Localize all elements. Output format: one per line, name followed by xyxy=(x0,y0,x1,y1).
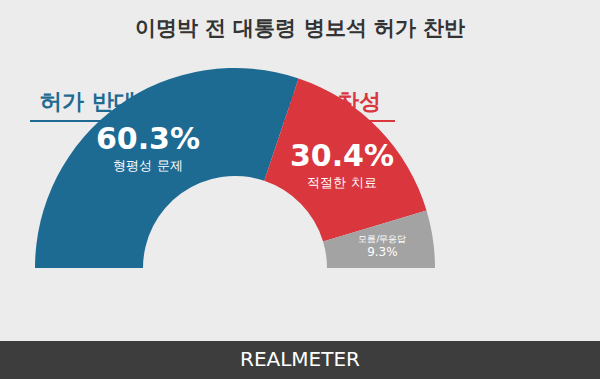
svg-text:적절한 치료: 적절한 치료 xyxy=(307,175,376,190)
svg-text:이명박 전 대통령 병보석 허가 찬반: 이명박 전 대통령 병보석 허가 찬반 xyxy=(135,16,466,40)
svg-text:형평성 문제: 형평성 문제 xyxy=(113,158,182,173)
svg-text:모름/무응답: 모름/무응답 xyxy=(358,234,406,244)
svg-text:30.4%: 30.4% xyxy=(290,138,394,173)
svg-text:60.3%: 60.3% xyxy=(96,121,200,156)
svg-text:9.3%: 9.3% xyxy=(367,245,398,259)
svg-text:REALMETER: REALMETER xyxy=(240,347,360,371)
svg-text:허가 반대: 허가 반대 xyxy=(40,88,136,114)
